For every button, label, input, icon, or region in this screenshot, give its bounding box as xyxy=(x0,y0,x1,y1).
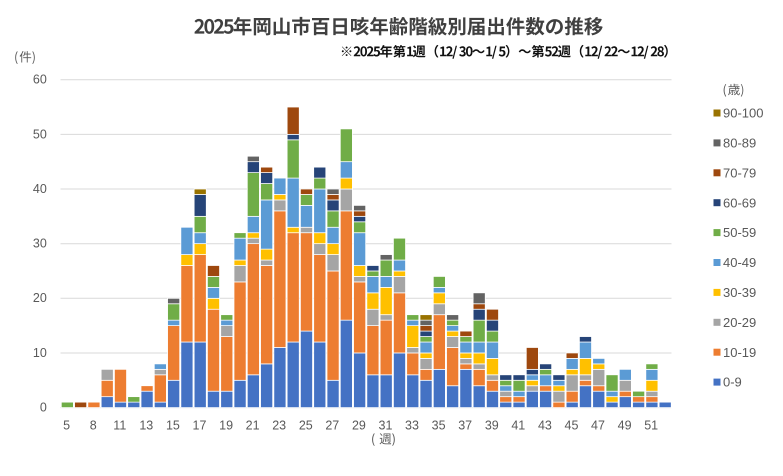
svg-text:29: 29 xyxy=(352,418,366,432)
svg-text:50-59: 50-59 xyxy=(723,225,756,240)
svg-text:80-89: 80-89 xyxy=(723,136,756,151)
svg-text:19: 19 xyxy=(219,418,233,432)
svg-text:23: 23 xyxy=(272,418,286,432)
svg-text:60: 60 xyxy=(33,73,47,87)
svg-text:41: 41 xyxy=(511,418,525,432)
svg-text:70-79: 70-79 xyxy=(723,165,756,180)
svg-text:90-100: 90-100 xyxy=(723,106,763,121)
svg-text:15: 15 xyxy=(166,418,180,432)
svg-text:35: 35 xyxy=(432,418,446,432)
svg-text:51: 51 xyxy=(644,418,658,432)
svg-text:47: 47 xyxy=(591,418,605,432)
svg-text:10-19: 10-19 xyxy=(723,345,756,360)
svg-text:40: 40 xyxy=(33,182,47,196)
svg-text:31: 31 xyxy=(379,418,393,432)
svg-text:49: 49 xyxy=(618,418,632,432)
svg-text:25: 25 xyxy=(299,418,313,432)
svg-text:11: 11 xyxy=(113,418,126,432)
svg-text:20-29: 20-29 xyxy=(723,315,756,330)
svg-text:20: 20 xyxy=(33,291,47,305)
svg-text:30: 30 xyxy=(33,237,47,251)
svg-text:13: 13 xyxy=(139,418,153,432)
svg-text:17: 17 xyxy=(193,418,207,432)
svg-text:45: 45 xyxy=(565,418,579,432)
svg-text:0: 0 xyxy=(40,401,47,415)
svg-text:10: 10 xyxy=(33,346,47,360)
svg-text:8: 8 xyxy=(90,418,97,432)
svg-text:39: 39 xyxy=(485,418,499,432)
svg-text:50: 50 xyxy=(33,127,47,141)
svg-text:43: 43 xyxy=(538,418,552,432)
svg-text:37: 37 xyxy=(458,418,472,432)
svg-text:40-49: 40-49 xyxy=(723,255,756,270)
svg-text:0-9: 0-9 xyxy=(723,375,742,390)
svg-text:60-69: 60-69 xyxy=(723,195,756,210)
svg-text:27: 27 xyxy=(325,418,339,432)
svg-text:33: 33 xyxy=(405,418,419,432)
svg-text:5: 5 xyxy=(63,418,70,432)
svg-text:30-39: 30-39 xyxy=(723,285,756,300)
svg-text:21: 21 xyxy=(246,418,260,432)
